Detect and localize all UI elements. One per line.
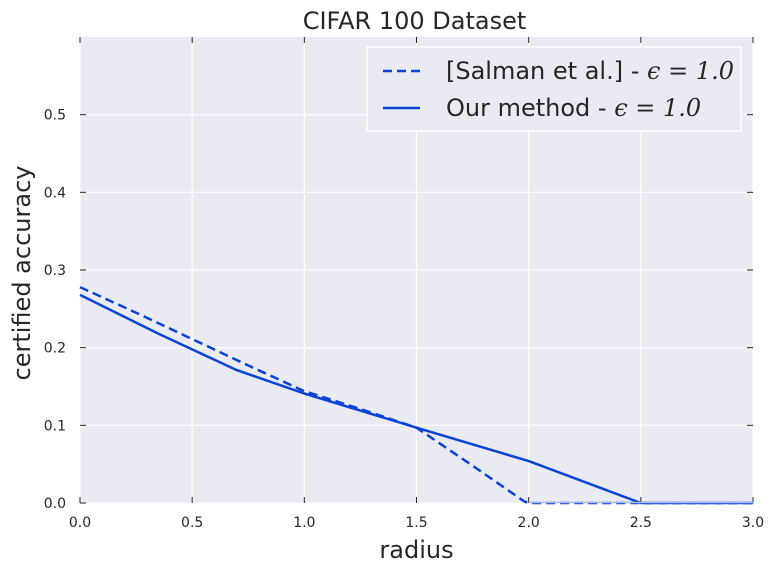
x-tick-label: 0.5 [181,515,203,531]
x-tick-label: 1.5 [405,515,427,531]
legend-box [366,46,742,132]
x-tick-label: 2.0 [518,515,540,531]
y-tick-label: 0.0 [44,496,66,512]
x-tick-label: 1.0 [293,515,315,531]
y-tick-label: 0.5 [44,108,66,124]
y-tick-label: 0.2 [44,341,66,357]
chart-title: CIFAR 100 Dataset [303,7,527,35]
y-axis-label: certified accuracy [8,166,36,381]
legend-label-our-method-prefix: Our method - [446,94,614,122]
legend-label-salman: [Salman et al.] - ϵ = 1.0 [446,57,734,85]
x-tick-label: 0.0 [69,515,91,531]
y-tick-label: 0.1 [44,418,66,434]
axis-ticks: 0.0 0.5 1.0 1.5 2.0 2.5 3.0 0.0 0.1 0.2 0.3 0.4 0.5 [44,37,764,531]
legend-label-salman-math: ϵ = 1.0 [647,57,734,85]
y-tick-label: 0.4 [44,185,66,201]
x-tick-label: 2.5 [630,515,652,531]
legend-label-our-method-math: ϵ = 1.0 [614,94,701,122]
x-tick-label: 3.0 [742,515,764,531]
y-tick-label: 0.3 [44,263,66,279]
legend: [Salman et al.] - ϵ = 1.0 Our method - ϵ… [366,46,742,132]
legend-label-our-method: Our method - ϵ = 1.0 [446,94,701,122]
legend-label-salman-prefix: [Salman et al.] - [446,57,647,85]
series-lines [79,285,753,505]
series-line-our-method [79,293,753,505]
x-axis-label: radius [379,536,453,564]
